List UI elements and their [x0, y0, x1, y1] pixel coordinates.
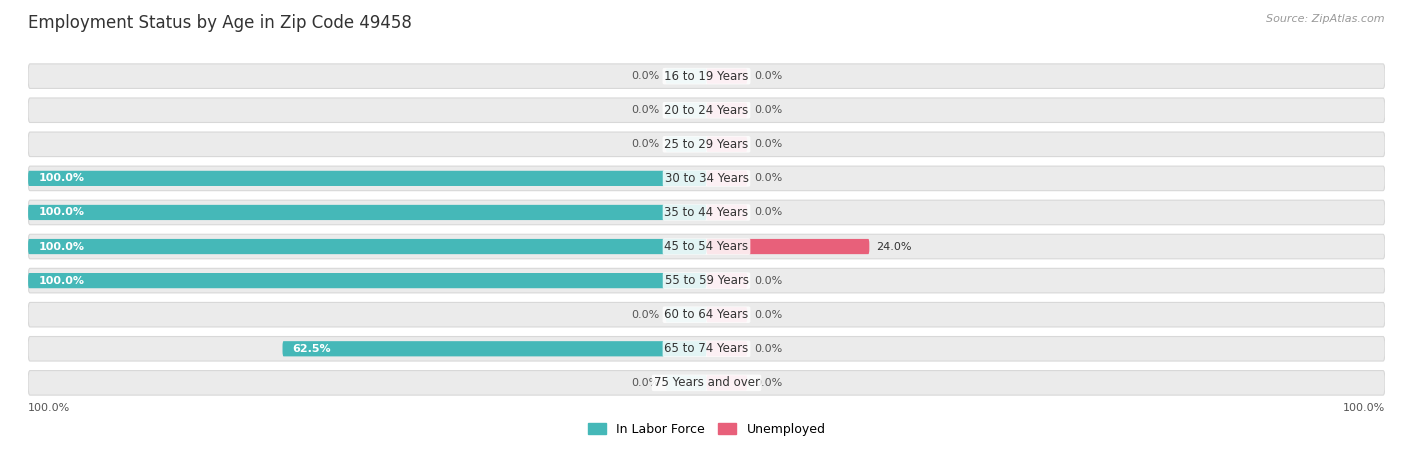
FancyBboxPatch shape: [28, 239, 707, 254]
Text: 0.0%: 0.0%: [754, 140, 782, 149]
Text: 0.0%: 0.0%: [754, 71, 782, 81]
FancyBboxPatch shape: [707, 273, 747, 288]
FancyBboxPatch shape: [28, 302, 1385, 327]
Text: 0.0%: 0.0%: [754, 173, 782, 184]
Text: 0.0%: 0.0%: [631, 310, 659, 320]
Text: 25 to 29 Years: 25 to 29 Years: [665, 138, 748, 151]
FancyBboxPatch shape: [707, 307, 747, 322]
Text: 100.0%: 100.0%: [38, 242, 84, 252]
FancyBboxPatch shape: [28, 371, 1385, 395]
Text: 0.0%: 0.0%: [754, 310, 782, 320]
FancyBboxPatch shape: [707, 171, 747, 186]
Text: 0.0%: 0.0%: [631, 140, 659, 149]
Text: 60 to 64 Years: 60 to 64 Years: [665, 308, 748, 321]
FancyBboxPatch shape: [28, 234, 1385, 259]
FancyBboxPatch shape: [28, 166, 1385, 191]
Text: 55 to 59 Years: 55 to 59 Years: [665, 274, 748, 287]
FancyBboxPatch shape: [666, 307, 707, 322]
Text: 35 to 44 Years: 35 to 44 Years: [665, 206, 748, 219]
Legend: In Labor Force, Unemployed: In Labor Force, Unemployed: [582, 418, 831, 441]
Text: 100.0%: 100.0%: [1343, 403, 1385, 413]
FancyBboxPatch shape: [28, 273, 707, 288]
FancyBboxPatch shape: [666, 137, 707, 152]
FancyBboxPatch shape: [707, 375, 747, 391]
Text: 0.0%: 0.0%: [631, 105, 659, 115]
FancyBboxPatch shape: [28, 98, 1385, 122]
Text: 20 to 24 Years: 20 to 24 Years: [665, 104, 748, 117]
Text: 0.0%: 0.0%: [754, 105, 782, 115]
FancyBboxPatch shape: [28, 132, 1385, 157]
FancyBboxPatch shape: [707, 137, 747, 152]
Text: 0.0%: 0.0%: [631, 378, 659, 388]
Text: 0.0%: 0.0%: [754, 275, 782, 286]
FancyBboxPatch shape: [28, 268, 1385, 293]
Text: 65 to 74 Years: 65 to 74 Years: [665, 342, 748, 355]
FancyBboxPatch shape: [28, 171, 707, 186]
Text: 100.0%: 100.0%: [38, 173, 84, 184]
Text: Source: ZipAtlas.com: Source: ZipAtlas.com: [1267, 14, 1385, 23]
FancyBboxPatch shape: [666, 103, 707, 118]
Text: 75 Years and over: 75 Years and over: [654, 376, 759, 389]
Text: 30 to 34 Years: 30 to 34 Years: [665, 172, 748, 185]
FancyBboxPatch shape: [28, 64, 1385, 88]
FancyBboxPatch shape: [28, 337, 1385, 361]
FancyBboxPatch shape: [707, 341, 747, 356]
Text: 100.0%: 100.0%: [38, 207, 84, 217]
Text: 0.0%: 0.0%: [754, 378, 782, 388]
Text: 45 to 54 Years: 45 to 54 Years: [665, 240, 748, 253]
FancyBboxPatch shape: [666, 68, 707, 84]
FancyBboxPatch shape: [283, 341, 707, 356]
FancyBboxPatch shape: [707, 68, 747, 84]
Text: 62.5%: 62.5%: [292, 344, 332, 354]
Text: 0.0%: 0.0%: [754, 344, 782, 354]
Text: 16 to 19 Years: 16 to 19 Years: [664, 70, 749, 83]
FancyBboxPatch shape: [28, 205, 707, 220]
Text: 24.0%: 24.0%: [876, 242, 911, 252]
FancyBboxPatch shape: [707, 239, 869, 254]
FancyBboxPatch shape: [707, 103, 747, 118]
FancyBboxPatch shape: [28, 200, 1385, 225]
FancyBboxPatch shape: [666, 375, 707, 391]
Text: 100.0%: 100.0%: [28, 403, 70, 413]
Text: 100.0%: 100.0%: [38, 275, 84, 286]
Text: Employment Status by Age in Zip Code 49458: Employment Status by Age in Zip Code 494…: [28, 14, 412, 32]
FancyBboxPatch shape: [707, 205, 747, 220]
Text: 0.0%: 0.0%: [754, 207, 782, 217]
Text: 0.0%: 0.0%: [631, 71, 659, 81]
